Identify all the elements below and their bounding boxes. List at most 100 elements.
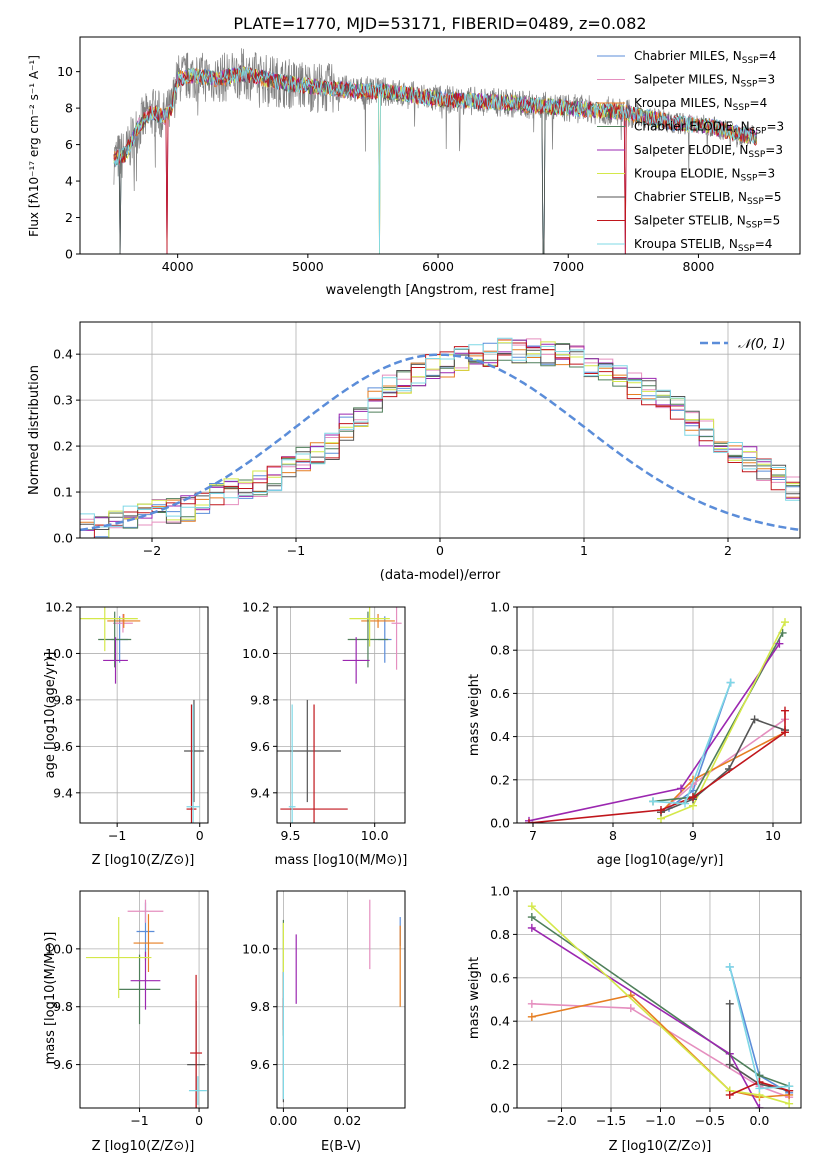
legend-entry: Kroupa STELIB, NSSP=4 (634, 237, 772, 254)
weight_vs_age-ytick-label: 0.0 (490, 816, 510, 831)
legend-count: =3 (766, 120, 784, 134)
age_vs_mass-ytick-label: 9.4 (250, 785, 270, 800)
weight_vs_age-xtick-label: 10 (765, 828, 781, 843)
age-vs-mass-xlabel: mass [log10(M/M⊙)] (275, 853, 408, 868)
age_vs_mass-ytick-label: 9.8 (250, 692, 270, 707)
legend-sub: SSP (733, 103, 750, 113)
residuals-xtick-label: 2 (724, 543, 732, 558)
figure-title: PLATE=1770, MJD=53171, FIBERID=0489, z=0… (233, 14, 646, 33)
legend-sub: SSP (746, 221, 763, 231)
mass-vs-ebv-xlabel: E(B-V) (321, 1139, 361, 1154)
spectrum-xlabel: wavelength [Angstrom, rest frame] (326, 283, 555, 298)
weight_vs_age-point-marker (781, 706, 789, 715)
spectrum-ylabel: Flux [fλ10⁻¹⁷ erg cm⁻² s⁻¹ A⁻¹] (27, 55, 41, 237)
weight_vs_Z-ytick-label: 0.4 (490, 1014, 510, 1029)
spectrum-xtick-label: 4000 (162, 259, 194, 274)
weight-vs-z-xlabel: Z [log10(Z/Z⊙)] (609, 1139, 712, 1154)
weight_vs_Z-point-marker (785, 1099, 794, 1108)
weight_vs_Z-point-marker (755, 1084, 764, 1093)
age-vs-z-xlabel: Z [log10(Z/Z⊙)] (92, 853, 195, 868)
residuals-ytick-label: 0.2 (53, 439, 73, 454)
weight_vs_Z-plot-area (527, 902, 794, 1108)
residuals-xlabel: (data-model)/error (380, 568, 501, 583)
weight_vs_Z-ytick-label: 0.0 (490, 1101, 510, 1116)
spectrum-ytick-label: 6 (65, 137, 73, 152)
weight_vs_Z-ytick-label: 0.6 (490, 970, 510, 985)
age_vs_mass-frame (276, 606, 406, 824)
spectrum-legend: Chabrier MILES, NSSP=4 Salpeter MILES, NS… (597, 49, 784, 254)
legend-entry: Chabrier MILES, NSSP=4 (634, 49, 776, 66)
legend-sub: SSP (750, 127, 767, 137)
weight_vs_Z-xtick-label: −2.0 (546, 1113, 576, 1128)
residual-histogram-4 (80, 339, 800, 531)
legend-entry: Salpeter ELODIE, NSSP=3 (634, 143, 783, 160)
age_vs_Z-ytick-label: 10.2 (45, 600, 73, 615)
weight_vs_Z-xtick-label: −1.0 (645, 1113, 675, 1128)
mass_vs_Z-ytick-label: 9.8 (53, 999, 73, 1014)
spectrum-frame (79, 36, 801, 255)
spectrum-model-line-7 (113, 67, 757, 254)
weight_vs_age-frame (516, 606, 802, 824)
mass_vs_Z-xtick-label: −1 (130, 1113, 148, 1128)
spectrum-xtick-label: 5000 (292, 259, 324, 274)
weight-vs-age-ylabel: mass weight (467, 674, 482, 756)
age_vs_Z-xtick-label: 0 (196, 828, 204, 843)
weight_vs_Z-point-marker (527, 902, 536, 911)
legend-count: =3 (757, 167, 775, 181)
legend-entry: Kroupa MILES, NSSP=4 (634, 96, 767, 113)
mass_vs_Z-frame (79, 890, 209, 1109)
weight_vs_Z-point-marker (725, 962, 734, 971)
weight_vs_Z-series-line-5 (531, 905, 790, 1105)
legend-sub: SSP (738, 244, 755, 254)
legend-count: =5 (764, 190, 782, 204)
mass_vs_Z-ytick-label: 9.6 (53, 1057, 73, 1072)
age_vs_Z-ytick-label: 9.8 (53, 692, 73, 707)
legend-entry: Chabrier STELIB, NSSP=5 (634, 190, 782, 207)
legend-sub: SSP (741, 80, 758, 90)
weight_vs_Z-point-marker (785, 1082, 794, 1091)
age_vs_mass-plot-area (277, 607, 402, 823)
weight_vs_Z-point-marker (725, 999, 734, 1008)
weight_vs_age-plot-area (525, 618, 789, 823)
residuals-panel: −2 −1 0 1 2 0.0 0.1 0.2 0.3 0.4 𝒩(0, 1) (53, 321, 801, 558)
residuals-xtick-label: 1 (580, 543, 588, 558)
mass-vs-z-ylabel: mass [log10(M/M⊙)] (43, 932, 58, 1065)
weight_vs_Z-point-marker (527, 913, 536, 922)
weight_vs_age-point-marker (781, 618, 789, 627)
weight_vs_Z-frame (516, 890, 802, 1109)
mass_vs_ebv-ytick-label: 9.8 (250, 999, 270, 1014)
legend-count: =5 (763, 214, 781, 228)
spectrum-ytick-label: 2 (65, 210, 73, 225)
weight_vs_Z-point-marker (527, 1012, 536, 1021)
age_vs_mass-xtick-label: 9.5 (281, 828, 301, 843)
weight_vs_Z-point-marker (626, 1004, 635, 1013)
spectrum-ytick-label: 8 (65, 101, 73, 116)
legend-entry: Salpeter MILES, NSSP=3 (634, 73, 775, 90)
age_vs_mass-ytick-label: 10.0 (242, 646, 270, 661)
age_vs_Z-plot-area (80, 607, 204, 823)
weight-vs-age-xlabel: age [log10(age/yr)] (597, 853, 724, 868)
weight_vs_Z-ytick-label: 1.0 (490, 884, 510, 899)
weight_vs_age-ytick-label: 0.6 (490, 686, 510, 701)
legend-entry: Chabrier ELODIE, NSSP=3 (634, 120, 784, 137)
residuals-xtick-label: −1 (287, 543, 305, 558)
weight_vs_Z-xtick-label: −0.5 (695, 1113, 725, 1128)
residuals-ytick-label: 0.3 (53, 393, 73, 408)
weight_vs_Z-ytick-label: 0.2 (490, 1057, 510, 1072)
normal-curve (80, 353, 800, 532)
residuals-ytick-label: 0.0 (53, 531, 73, 546)
mass_vs_ebv-panel: 0.00 0.02 9.6 9.8 10.0 (242, 890, 406, 1128)
weight_vs_age-series-line-7 (528, 710, 786, 823)
residual-histogram-6 (80, 343, 800, 530)
weight_vs_Z-point-marker (527, 999, 536, 1008)
legend-entry: Salpeter STELIB, NSSP=5 (634, 214, 780, 231)
age_vs_Z-ytick-label: 9.6 (53, 739, 73, 754)
residuals-xtick-label: −2 (143, 543, 161, 558)
age_vs_Z-panel: −1 0 9.4 9.6 9.8 10.0 10.2 (45, 600, 209, 843)
residual-histogram-7 (93, 342, 800, 538)
normal-legend-label: 𝒩(0, 1) (738, 337, 785, 352)
age-vs-z-ylabel: age [log10(age/yr)] (43, 652, 58, 779)
mass_vs_Z-xtick-label: 0 (195, 1113, 203, 1128)
residuals-plot-area (80, 337, 800, 538)
age_vs_Z-frame (79, 606, 209, 824)
